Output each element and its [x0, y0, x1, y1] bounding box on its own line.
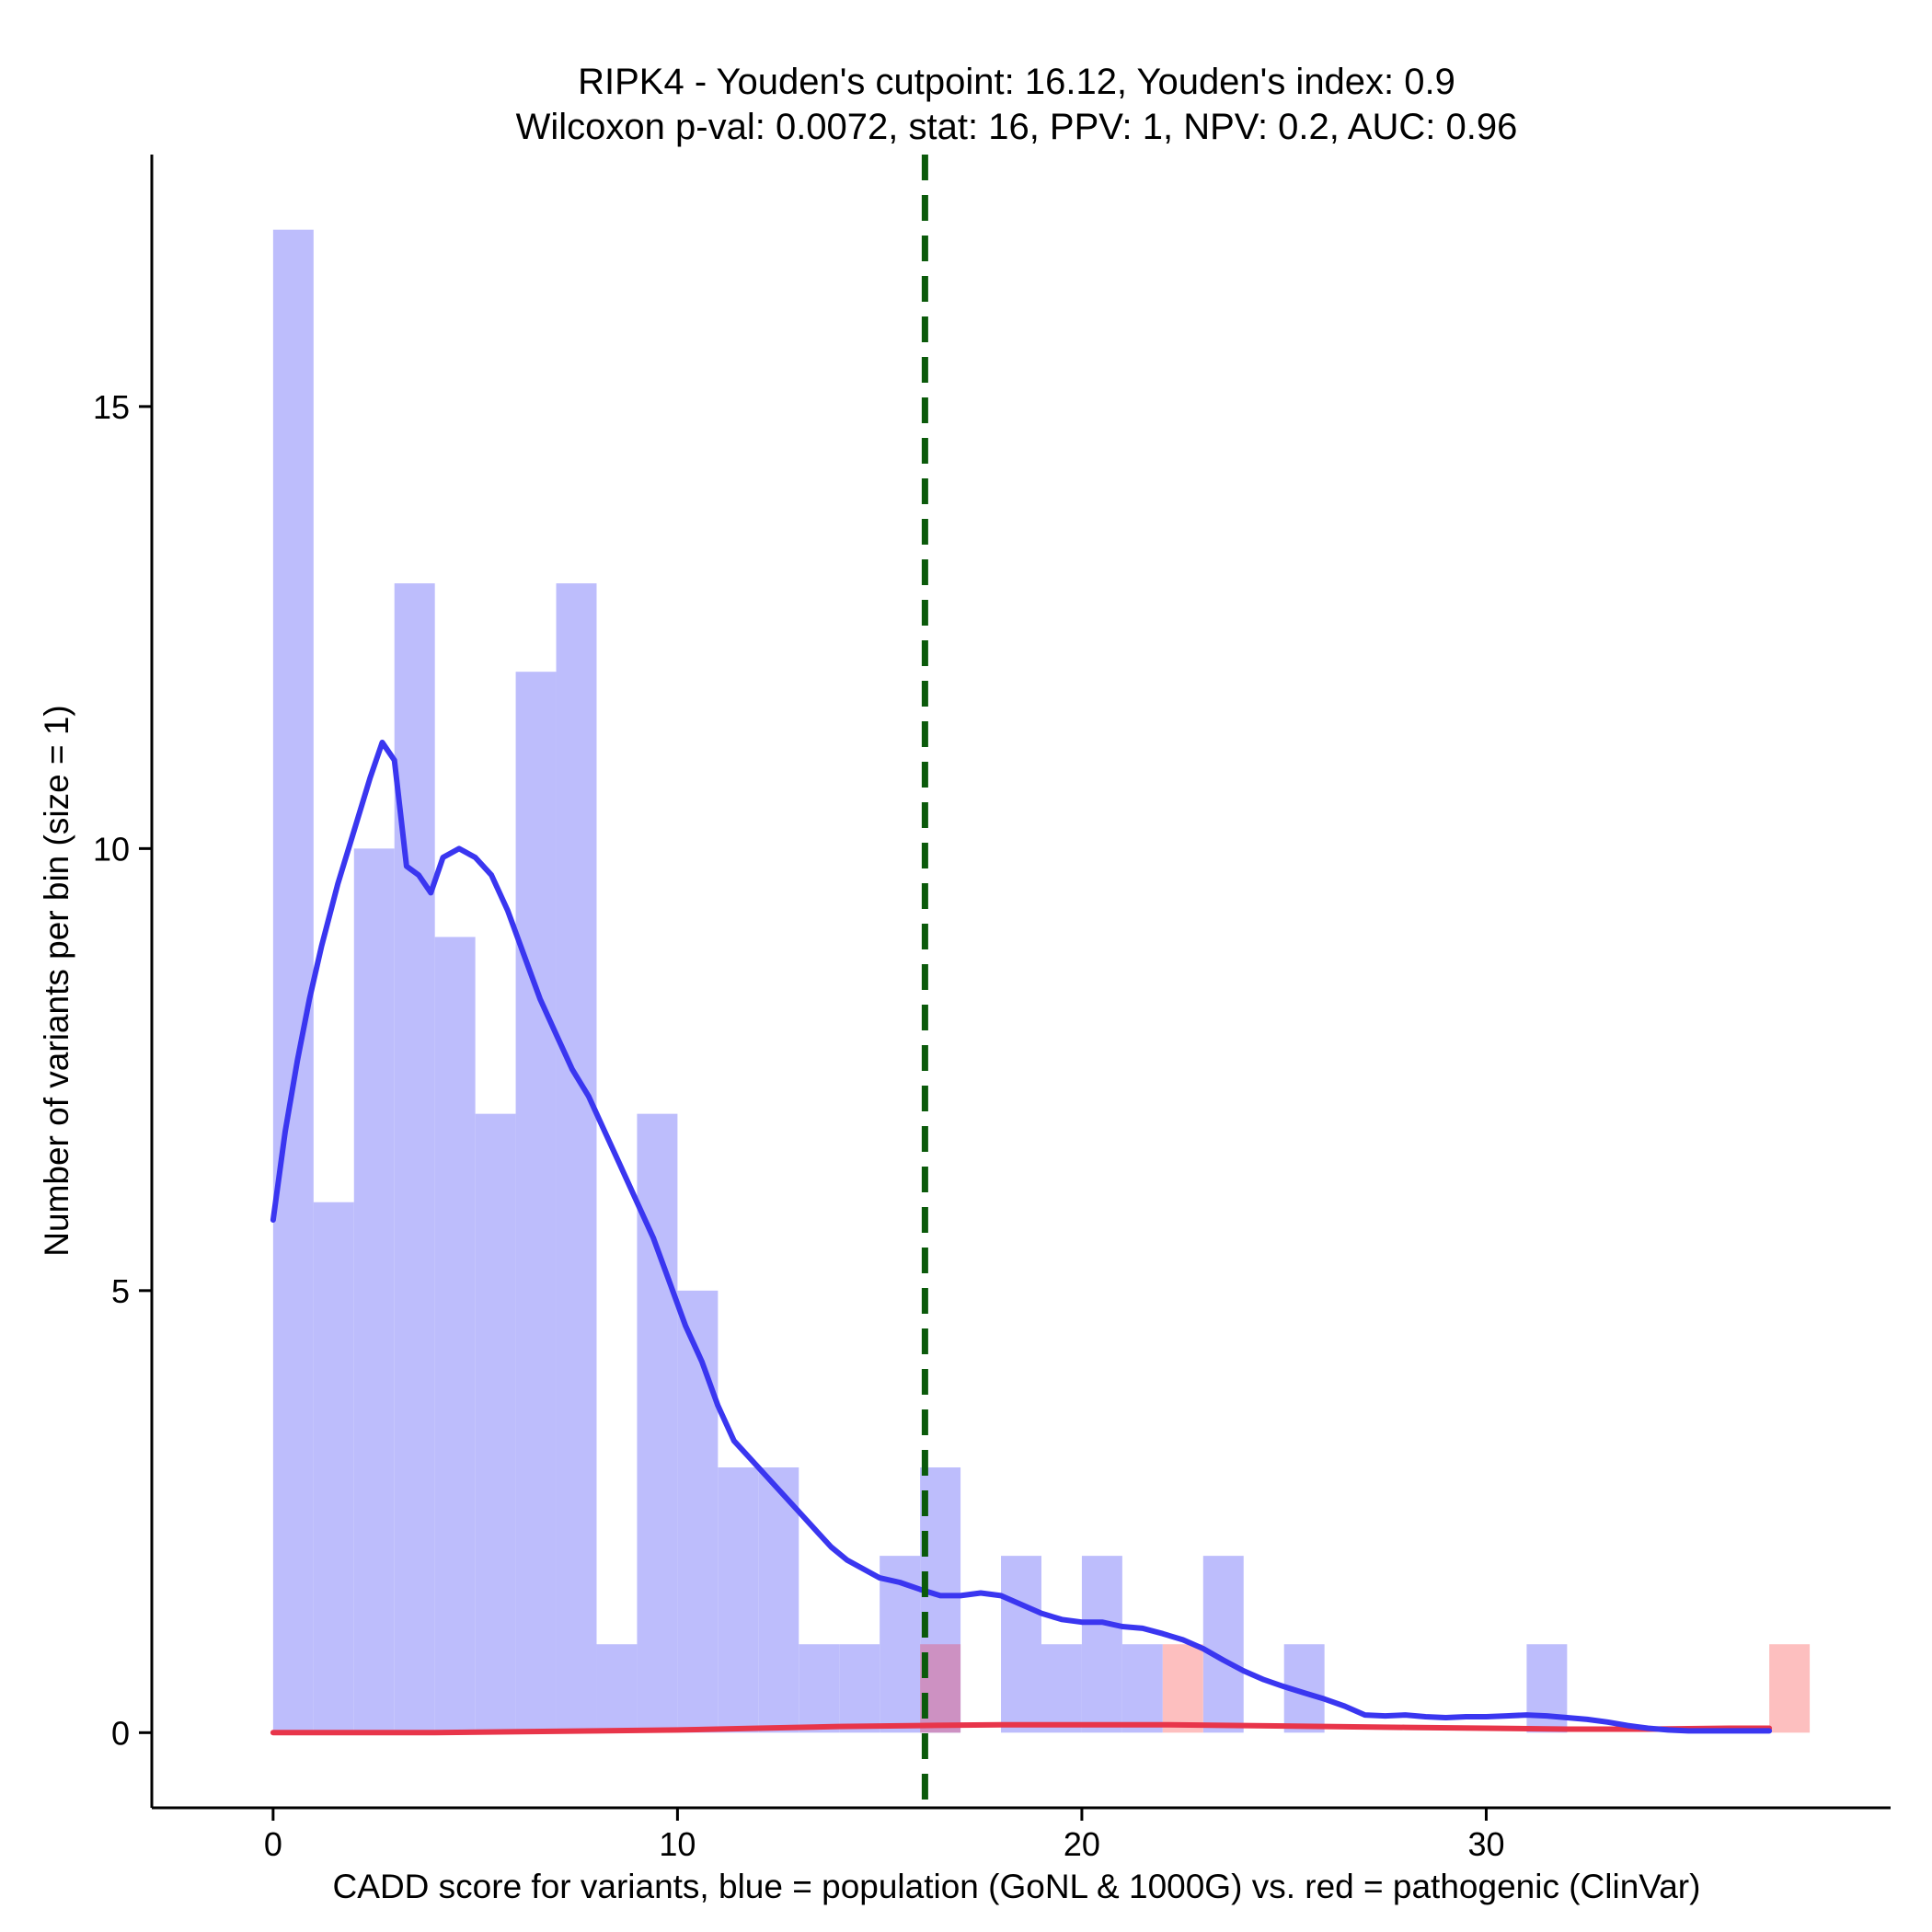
population-bar	[677, 1290, 719, 1733]
population-bar	[515, 672, 557, 1733]
population-bar	[353, 848, 395, 1733]
population-bar	[718, 1467, 759, 1733]
chart-title-line1: RIPK4 - Youden's cutpoint: 16.12, Youden…	[578, 62, 1455, 102]
y-tick-label: 10	[93, 830, 130, 868]
population-bar	[1121, 1644, 1163, 1733]
x-tick-label: 10	[659, 1825, 696, 1863]
population-bar	[434, 937, 476, 1733]
axes-layer: 0 10 20 30 0 5 10 15	[93, 155, 1891, 1863]
x-tick-label: 20	[1064, 1825, 1100, 1863]
chart-title-line2: Wilcoxon p-val: 0.0072, stat: 16, PPV: 1…	[516, 107, 1518, 147]
population-bar	[1202, 1556, 1244, 1733]
population-bar	[1041, 1644, 1082, 1733]
population-bar	[394, 583, 435, 1733]
population-bar	[1081, 1556, 1122, 1733]
y-tick-label: 5	[111, 1272, 130, 1310]
pathogenic-bar	[1162, 1644, 1203, 1733]
pathogenic-density-line	[270, 1721, 1773, 1736]
population-bar	[596, 1644, 638, 1733]
population-bar	[839, 1644, 880, 1733]
population-bar	[313, 1202, 354, 1733]
x-tick-label: 0	[264, 1825, 282, 1863]
lines-layer	[270, 155, 1773, 1808]
pathogenic-bar	[1769, 1644, 1811, 1733]
population-bar	[799, 1644, 840, 1733]
x-tick-label: 30	[1467, 1825, 1504, 1863]
population-bar	[1001, 1556, 1041, 1733]
y-axis-label: Number of variants per bin (size = 1)	[38, 705, 75, 1256]
y-tick-label: 15	[93, 388, 130, 426]
population-bar	[758, 1467, 799, 1733]
population-bar	[475, 1113, 516, 1733]
population-bar	[637, 1113, 678, 1733]
x-axis-label: CADD score for variants, blue = populati…	[333, 1868, 1701, 1905]
population-bar	[272, 229, 314, 1733]
y-tick-label: 0	[111, 1714, 130, 1752]
bars-layer	[272, 229, 1811, 1733]
population-bar	[556, 583, 597, 1733]
population-density-line	[270, 740, 1773, 1734]
